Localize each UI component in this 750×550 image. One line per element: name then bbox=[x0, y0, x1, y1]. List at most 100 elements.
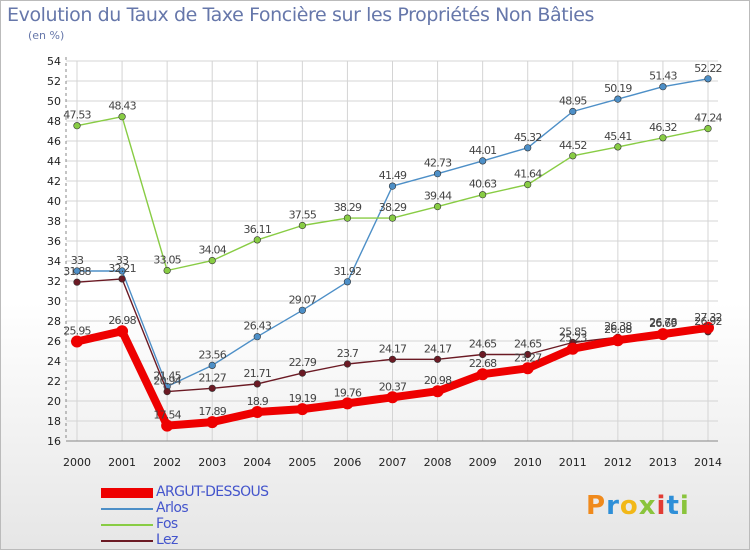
data-point bbox=[614, 143, 622, 151]
data-point bbox=[73, 278, 81, 286]
legend-label: ARGUT-DESSOUS bbox=[156, 484, 269, 500]
data-point bbox=[298, 369, 306, 377]
x-tick-label: 2012 bbox=[604, 456, 632, 469]
y-tick-label: 40 bbox=[47, 195, 61, 208]
data-point bbox=[163, 388, 171, 396]
legend-swatch bbox=[101, 524, 153, 526]
data-point bbox=[251, 406, 264, 418]
logo-letter: i bbox=[679, 491, 690, 521]
data-point bbox=[479, 191, 487, 199]
data-point bbox=[118, 267, 126, 275]
data-point bbox=[343, 278, 352, 286]
logo-letter: t bbox=[666, 491, 680, 521]
data-label: 31.88 bbox=[63, 265, 91, 278]
y-tick-label: 44 bbox=[47, 155, 61, 168]
data-point bbox=[433, 355, 442, 363]
data-point bbox=[161, 419, 174, 432]
data-point bbox=[208, 257, 216, 265]
data-label: 24.17 bbox=[379, 342, 407, 355]
x-tick-label: 2009 bbox=[469, 456, 497, 469]
data-point bbox=[704, 124, 712, 133]
data-point bbox=[566, 342, 579, 355]
data-label: 41.64 bbox=[514, 168, 542, 181]
data-point bbox=[388, 355, 397, 363]
data-label: 44.01 bbox=[469, 144, 497, 157]
data-point bbox=[521, 362, 534, 375]
data-label: 47.24 bbox=[694, 112, 722, 125]
x-tick-label: 2001 bbox=[108, 456, 136, 469]
logo-letter: i bbox=[656, 491, 667, 521]
data-point bbox=[253, 236, 261, 244]
legend-swatch bbox=[101, 488, 153, 498]
data-label: 38.29 bbox=[334, 201, 362, 214]
data-point bbox=[296, 403, 309, 416]
y-tick-label: 28 bbox=[47, 315, 61, 328]
x-tick-label: 2010 bbox=[514, 456, 542, 469]
data-point bbox=[524, 144, 532, 152]
data-label: 36.11 bbox=[244, 223, 272, 236]
data-label: 38.29 bbox=[379, 201, 407, 214]
data-label: 21.27 bbox=[198, 371, 226, 384]
data-label: 50.19 bbox=[604, 82, 632, 95]
data-point bbox=[433, 170, 442, 178]
x-tick-label: 2003 bbox=[198, 456, 226, 469]
data-point bbox=[118, 113, 126, 121]
data-point bbox=[116, 325, 129, 338]
data-label: 29.07 bbox=[289, 293, 317, 306]
data-point bbox=[431, 385, 444, 398]
data-point bbox=[479, 350, 487, 359]
data-label: 19.76 bbox=[334, 386, 362, 399]
data-point bbox=[73, 267, 81, 275]
data-label: 33 bbox=[71, 254, 84, 267]
data-label: 44.52 bbox=[559, 139, 587, 152]
proxiti-logo: Proxiti bbox=[586, 491, 690, 521]
y-tick-label: 52 bbox=[47, 75, 61, 88]
data-point bbox=[479, 157, 487, 165]
data-label: 23.7 bbox=[337, 347, 359, 360]
data-label: 39.44 bbox=[424, 190, 452, 203]
data-label: 21.71 bbox=[244, 367, 272, 380]
data-label: 47.53 bbox=[63, 109, 91, 122]
y-tick-label: 20 bbox=[47, 395, 61, 408]
data-label: 34.04 bbox=[198, 244, 226, 257]
data-label: 25.95 bbox=[63, 325, 91, 338]
data-label: 26.38 bbox=[604, 320, 632, 333]
data-label: 40.63 bbox=[469, 178, 497, 191]
y-tick-label: 48 bbox=[47, 115, 61, 128]
data-point bbox=[659, 134, 667, 142]
legend-label: Lez bbox=[156, 532, 178, 548]
y-tick-label: 46 bbox=[47, 135, 61, 148]
y-tick-label: 18 bbox=[47, 415, 61, 428]
x-tick-label: 2000 bbox=[63, 456, 91, 469]
data-point bbox=[206, 416, 219, 429]
data-label: 46.32 bbox=[649, 121, 677, 134]
data-label: 31.92 bbox=[334, 265, 362, 278]
series-layer bbox=[71, 75, 714, 432]
data-label: 25.85 bbox=[559, 326, 587, 339]
data-label: 32.21 bbox=[108, 262, 136, 275]
data-label: 20.98 bbox=[424, 374, 452, 387]
data-label: 22.79 bbox=[289, 356, 317, 369]
data-point bbox=[476, 368, 489, 381]
data-label: 26.98 bbox=[108, 314, 136, 327]
legend-label: Arlos bbox=[156, 500, 189, 516]
data-point bbox=[386, 391, 399, 404]
x-tick-label: 2004 bbox=[243, 456, 271, 469]
data-label: 27.32 bbox=[694, 311, 722, 324]
data-point bbox=[656, 328, 669, 341]
x-tick-label: 2006 bbox=[333, 456, 361, 469]
data-point bbox=[71, 335, 83, 348]
data-point bbox=[343, 214, 352, 222]
y-tick-label: 22 bbox=[47, 375, 61, 388]
data-label: 17.89 bbox=[198, 405, 226, 418]
data-label: 41.49 bbox=[379, 169, 407, 182]
logo-letter: o bbox=[619, 491, 639, 521]
data-label: 26.69 bbox=[649, 317, 677, 330]
data-label: 23.27 bbox=[514, 351, 542, 364]
logo-letter: r bbox=[606, 491, 620, 521]
data-label: 20.94 bbox=[153, 375, 181, 388]
data-label: 26.78 bbox=[649, 316, 677, 329]
y-tick-label: 54 bbox=[47, 55, 61, 68]
